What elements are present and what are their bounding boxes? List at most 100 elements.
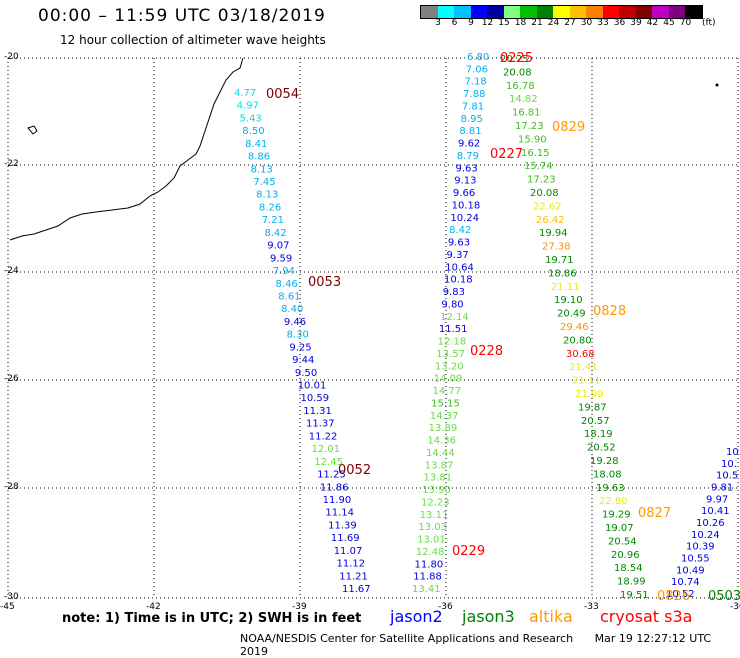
wave-height-labels: 4.774.975.438.508.418.868.137.458.138.26… xyxy=(234,51,740,604)
wave-height-value: 10.49 xyxy=(676,565,705,576)
color-scale-tick-label: 30 xyxy=(580,18,593,28)
latitude-label: -24 xyxy=(4,266,19,276)
wave-height-value: 11.67 xyxy=(342,584,371,595)
wave-height-value: 9.81 xyxy=(711,483,733,494)
color-swatch xyxy=(553,6,570,18)
color-scale-tick-label: 36 xyxy=(613,18,626,28)
wave-height-value: 20.08 xyxy=(530,188,559,199)
wave-height-value: 19.29 xyxy=(602,510,631,521)
latitude-label: -30 xyxy=(4,592,19,602)
wave-height-value: 9.59 xyxy=(270,253,292,264)
wave-height-value: 9.63 xyxy=(455,163,477,174)
wave-height-value: 8.81 xyxy=(459,126,481,137)
longitude-label: -39 xyxy=(292,602,307,612)
wave-height-value: 15.74 xyxy=(524,161,553,172)
wave-height-value: 4.97 xyxy=(237,101,259,112)
wave-height-value: 9.13 xyxy=(454,176,476,187)
wave-height-value: 12.18 xyxy=(438,337,467,348)
wave-height-value: 8.42 xyxy=(264,228,286,239)
wave-height-value: 9.07 xyxy=(267,241,289,252)
lat-lon-grid xyxy=(7,57,739,599)
wave-height-value: 10.26 xyxy=(696,518,725,529)
page-subtitle: 12 hour collection of altimeter wave hei… xyxy=(60,33,326,47)
wave-height-value: 20.25 xyxy=(500,54,529,65)
wave-height-value: 27.38 xyxy=(542,242,571,253)
wave-height-value: 18.19 xyxy=(584,429,613,440)
color-scale-tick-label: 9 xyxy=(468,18,474,28)
wave-height-value: 7.81 xyxy=(462,101,484,112)
pass-id-label: 0227 xyxy=(490,147,523,162)
wave-height-value: 19.87 xyxy=(578,402,607,413)
wave-height-value: 9.37 xyxy=(447,250,469,261)
longitude-label: -42 xyxy=(146,602,161,612)
wave-height-value: 10.59 xyxy=(300,393,329,404)
wave-height-value: 10. xyxy=(721,459,737,470)
color-swatch xyxy=(470,6,487,18)
wave-height-value: 10.18 xyxy=(444,275,473,286)
wave-height-value: 18.99 xyxy=(617,577,646,588)
pass-id-label: 0828 xyxy=(593,304,626,319)
wave-height-value: 13.41 xyxy=(412,584,441,595)
wave-height-value: 13.01 xyxy=(417,535,446,546)
latitude-label: -28 xyxy=(4,482,19,492)
wave-height-value: 16.81 xyxy=(512,108,541,119)
pass-id-label: 0503 xyxy=(708,589,740,604)
color-scale-tick-label: 15 xyxy=(498,18,510,28)
wave-height-value: 10.39 xyxy=(686,542,715,553)
wave-height-value: 9.66 xyxy=(453,188,475,199)
wave-height-value: 29.46 xyxy=(560,322,589,333)
wave-height-value: 20.49 xyxy=(557,309,586,320)
wave-height-value: 10.41 xyxy=(701,506,730,517)
pass-id-label: 0228 xyxy=(470,344,503,359)
latitude-label: -22 xyxy=(4,159,19,169)
longitude-label: -45 xyxy=(0,602,15,612)
color-swatch xyxy=(635,6,652,18)
wave-height-value: 16.15 xyxy=(521,148,550,159)
color-swatch xyxy=(619,6,636,18)
legend-jason2: jason2 xyxy=(390,607,443,626)
island xyxy=(27,125,38,135)
color-scale-unit: (ft) xyxy=(702,18,716,28)
wave-height-value: 14.09 xyxy=(434,374,463,385)
page-title: 00:00 – 11:59 UTC 03/18/2019 xyxy=(38,6,326,26)
footer-credit: NOAA/NESDIS Center for Satellite Applica… xyxy=(240,632,740,658)
legend-cryosat: cryosat s3a xyxy=(600,607,693,626)
wave-height-value: 20.08 xyxy=(503,67,532,78)
color-scale-tick-label: 70 xyxy=(679,18,692,28)
wave-height-value: 8.95 xyxy=(461,114,483,125)
wave-height-value: 11.86 xyxy=(320,482,349,493)
wave-height-value: 13.11 xyxy=(420,510,449,521)
wave-height-value: 10.01 xyxy=(298,381,327,392)
wave-height-value: 12.01 xyxy=(312,444,341,455)
marker-dot xyxy=(715,83,719,87)
wave-height-value: 8.41 xyxy=(245,139,267,150)
wave-height-value: 11.90 xyxy=(323,495,352,506)
wave-height-value: 12.48 xyxy=(416,547,445,558)
color-swatch xyxy=(569,6,586,18)
latitude-label: -26 xyxy=(4,374,19,384)
pass-id-label: 0826 xyxy=(657,589,690,604)
wave-height-value: 8.30 xyxy=(287,330,309,341)
wave-height-value: 11.21 xyxy=(339,571,368,582)
wave-height-value: 9.80 xyxy=(441,299,463,310)
wave-height-value: 9.44 xyxy=(292,355,314,366)
wave-height-value: 12.14 xyxy=(440,312,469,323)
wave-height-value: 19.71 xyxy=(545,255,574,266)
color-swatch xyxy=(520,6,537,18)
wave-height-value: 8.13 xyxy=(251,164,273,175)
latitude-label: -20 xyxy=(4,52,19,62)
wave-height-value: 8.50 xyxy=(242,126,264,137)
color-scale-tick-label: 3 xyxy=(435,18,441,28)
wave-height-value: 11.25 xyxy=(317,470,346,481)
wave-height-value: 13.20 xyxy=(435,361,464,372)
wave-height-value: 8.40 xyxy=(281,304,303,315)
color-swatch xyxy=(536,6,553,18)
legend-altika: altika xyxy=(529,607,573,626)
color-swatch xyxy=(685,6,702,18)
wave-height-value: 11.88 xyxy=(413,572,442,583)
pass-id-label: 0054 xyxy=(266,87,299,102)
color-scale-tick-label: 33 xyxy=(597,18,609,28)
pass-id-label: 0827 xyxy=(638,506,671,521)
wave-height-value: 17.23 xyxy=(515,121,544,132)
wave-height-value: 11.69 xyxy=(331,533,360,544)
